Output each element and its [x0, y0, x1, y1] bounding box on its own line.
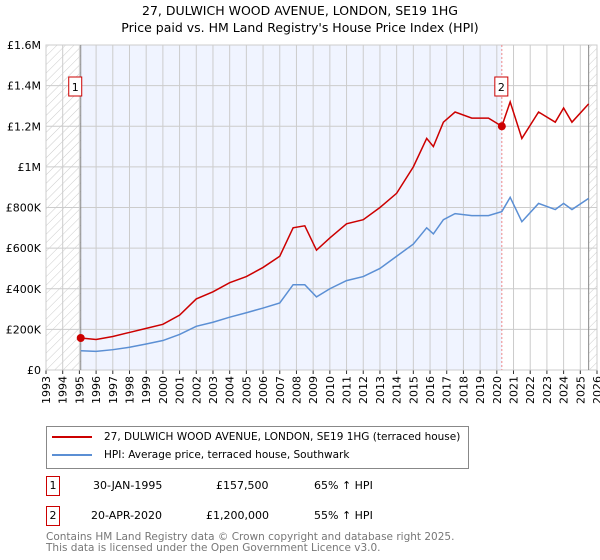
- x-tick-label: 1998: [123, 376, 136, 404]
- sale-row: 1 30-JAN-1995 £157,500 65% ↑ HPI: [46, 476, 446, 498]
- sale-marker-box: [494, 76, 509, 97]
- x-tick-label: 2008: [290, 376, 303, 404]
- x-tick-label: 2015: [407, 376, 420, 404]
- x-tick-label: 2011: [341, 376, 354, 404]
- series-line: [80, 99, 590, 341]
- x-tick-label: 1999: [140, 376, 153, 404]
- x-tick-label: 1993: [40, 376, 53, 404]
- series-line: [80, 195, 590, 353]
- sale-hpi: 55% ↑ HPI: [314, 509, 373, 522]
- legend-item-property: 27, DULWICH WOOD AVENUE, LONDON, SE19 1H…: [52, 431, 460, 443]
- x-tick-label: 2001: [174, 376, 187, 404]
- x-tick-label: 2018: [457, 376, 470, 404]
- y-tick-label: £0: [27, 364, 41, 377]
- y-tick-label: £800K: [6, 202, 42, 215]
- x-tick-label: 2000: [157, 376, 170, 404]
- plot-border: [45, 44, 598, 371]
- y-tick-label: £1M: [18, 161, 42, 174]
- sale-row: 2 20-APR-2020 £1,200,000 55% ↑ HPI: [46, 506, 446, 528]
- x-tick-label: 2013: [374, 376, 387, 404]
- x-tick-label: 2020: [491, 376, 504, 404]
- x-tick-label: 2007: [274, 376, 287, 404]
- sale-marker-label: 2: [498, 81, 505, 94]
- x-tick-label: 2009: [307, 376, 320, 404]
- legend-label: HPI: Average price, terraced house, Sout…: [104, 449, 350, 461]
- y-tick-label: £400K: [6, 283, 42, 296]
- x-tick-label: 2023: [541, 376, 554, 404]
- x-tick-label: 2014: [391, 376, 404, 404]
- x-tick-label: 2022: [524, 376, 537, 404]
- x-tick-label: 1997: [107, 376, 120, 404]
- x-tick-label: 2016: [424, 376, 437, 404]
- x-tick-label: 2019: [474, 376, 487, 404]
- price-chart: 1993 1994 1995 1996 1997 1998 1999 2000 2001 2002…: [6, 39, 600, 404]
- sale-badge: 2: [46, 506, 60, 526]
- y-tick-label: £600K: [6, 242, 42, 255]
- chart-subtitle: Price paid vs. HM Land Registry's House …: [121, 20, 479, 35]
- chart-legend: 27, DULWICH WOOD AVENUE, LONDON, SE19 1H…: [46, 426, 469, 469]
- x-tick-label: 2025: [574, 376, 587, 404]
- y-tick-label: £1.2M: [7, 120, 41, 133]
- footer: Contains HM Land Registry data © Crown c…: [46, 532, 454, 554]
- x-tick-label: 2005: [240, 376, 253, 404]
- x-tick-label: 2024: [558, 376, 571, 404]
- x-tick-label: 2003: [207, 376, 220, 404]
- x-tick-label: 1995: [73, 376, 86, 404]
- sale-marker-box: [68, 76, 83, 97]
- x-tick-label: 1996: [90, 376, 103, 404]
- sale-badge: 1: [46, 476, 60, 496]
- x-tick-label: 1994: [57, 376, 70, 404]
- x-tick-label: 2010: [324, 376, 337, 404]
- x-tick-label: 2006: [257, 376, 270, 404]
- x-tick-label: 2017: [441, 376, 454, 404]
- sale-price: £157,500: [216, 479, 269, 492]
- sale-marker-label: 1: [72, 81, 79, 94]
- sale-point: [76, 334, 85, 343]
- sale-hpi: 65% ↑ HPI: [314, 479, 373, 492]
- x-tick-label: 2002: [190, 376, 203, 404]
- chart-title: 27, DULWICH WOOD AVENUE, LONDON, SE19 1H…: [142, 3, 458, 18]
- x-tick-label: 2026: [591, 376, 600, 404]
- x-tick-label: 2021: [508, 376, 521, 404]
- y-tick-label: £1.4M: [7, 80, 41, 93]
- footer-line: Contains HM Land Registry data © Crown c…: [46, 531, 455, 543]
- y-tick-label: £1.6M: [7, 39, 41, 52]
- footer-line: This data is licensed under the Open Gov…: [46, 542, 381, 554]
- sale-date: 20-APR-2020: [91, 509, 163, 522]
- legend-label: 27, DULWICH WOOD AVENUE, LONDON, SE19 1H…: [104, 431, 461, 443]
- y-tick-label: £200K: [6, 323, 42, 336]
- sale-point: [497, 122, 506, 131]
- legend-item-hpi: HPI: Average price, terraced house, Sout…: [52, 449, 349, 461]
- sale-price: £1,200,000: [206, 509, 269, 522]
- x-tick-label: 2004: [224, 376, 237, 404]
- x-tick-label: 2012: [357, 376, 370, 404]
- sale-date: 30-JAN-1995: [93, 479, 163, 492]
